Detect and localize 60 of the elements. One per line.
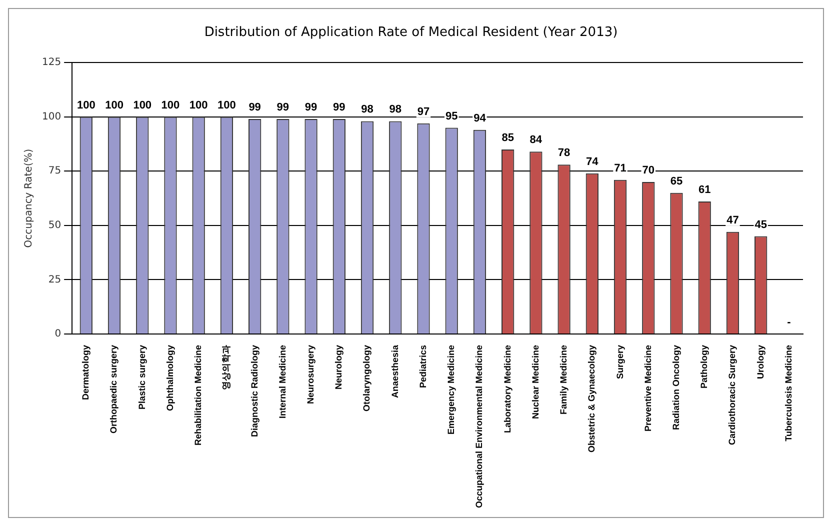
- y-tick-label: 50: [48, 220, 62, 232]
- data-label: 98: [389, 104, 402, 116]
- y-tick-label: 75: [48, 166, 62, 177]
- y-tick-label: 100: [42, 111, 62, 122]
- x-tick-label: Ophthalmology: [164, 344, 175, 411]
- y-axis-title: Occupancy Rate(%): [24, 148, 35, 248]
- data-label: 65: [670, 175, 683, 188]
- x-tick-label: Occupational Environmental Medicine: [474, 344, 484, 508]
- x-tick-label: Laboratory Medicine: [502, 344, 512, 433]
- x-tick-label: Radiation Oncology: [670, 344, 681, 430]
- x-tick-label: Urology: [755, 344, 766, 379]
- data-label: 100: [76, 99, 96, 112]
- data-label: 78: [558, 147, 570, 160]
- x-tick-label: Pathology: [699, 344, 710, 388]
- x-tick-label: Cardiothoracic Surgery: [727, 344, 738, 445]
- x-tick-label: Obstetric & Gynaecology: [586, 344, 597, 452]
- x-tick-label: 영상의학과: [221, 344, 232, 390]
- x-tick-label: Tuberculosis Medicine: [783, 344, 794, 442]
- x-tick-label: Internal Medicine: [277, 344, 288, 418]
- x-tick-label: Surgery: [614, 344, 625, 379]
- data-label: 100: [189, 99, 208, 112]
- x-tick-label: Diagnostic Radiology: [249, 344, 260, 437]
- data-label: 99: [248, 102, 261, 114]
- x-tick-label: Neurology: [334, 344, 344, 390]
- chart-title: Distribution of Application Rate of Medical Resident (Year 2013): [204, 25, 618, 40]
- x-tick-label: Family Medicine: [558, 344, 569, 414]
- data-label: 100: [133, 99, 152, 112]
- x-tick-label: Dermatology: [80, 344, 91, 400]
- x-tick-label: Nuclear Medicine: [530, 344, 540, 419]
- data-label: 74: [586, 156, 600, 168]
- x-tick-label: Plastic surgery: [136, 344, 147, 410]
- data-label: 85: [502, 132, 514, 144]
- x-tick-label: Otolaryngology: [362, 344, 372, 412]
- data-label: 61: [698, 184, 711, 196]
- data-label: 95: [445, 110, 458, 122]
- data-label: 45: [754, 218, 767, 231]
- data-label: 99: [276, 102, 290, 114]
- data-label: 99: [304, 102, 318, 114]
- x-tick-label: Neurosurgery: [306, 344, 316, 404]
- data-label: 99: [333, 102, 346, 114]
- data-label: 70: [642, 164, 655, 177]
- x-tick-label: Orthopaedic surgery: [108, 344, 119, 434]
- data-label: 94: [474, 112, 487, 124]
- x-tick-label: Anaesthesia: [390, 344, 400, 398]
- data-label: 100: [218, 99, 236, 112]
- x-tick-label: Emergency Medicine: [446, 344, 456, 435]
- x-tick-label: Preventive Medicine: [642, 344, 653, 432]
- y-tick-label: 0: [54, 328, 62, 340]
- data-label: 100: [105, 99, 124, 112]
- y-tick-label: 125: [42, 57, 62, 68]
- data-label: 98: [361, 104, 374, 116]
- data-label: 71: [614, 162, 626, 174]
- text: -: [787, 316, 791, 328]
- data-label: 100: [161, 99, 180, 112]
- x-tick-label: Rehabilitation Medicine: [193, 344, 204, 446]
- data-label: 84: [530, 134, 543, 146]
- data-label: 97: [417, 106, 430, 118]
- data-label: 47: [726, 214, 739, 226]
- y-tick-label: 25: [48, 274, 62, 286]
- x-tick-label: Pediatrics: [418, 344, 428, 388]
